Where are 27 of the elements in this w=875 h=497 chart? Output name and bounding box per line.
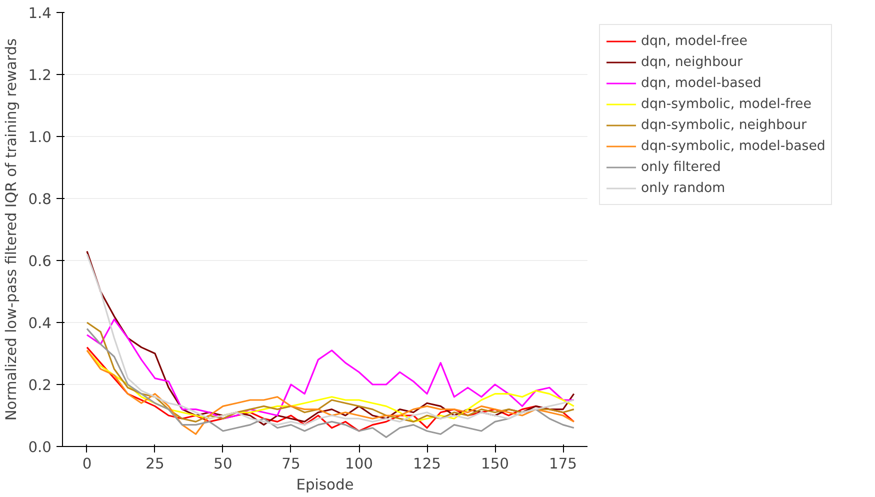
y-tick-label: 0.6 <box>28 253 52 270</box>
legend-label: dqn, model-based <box>641 76 762 90</box>
legend-label: only filtered <box>641 160 721 174</box>
x-tick-label: 150 <box>481 456 510 472</box>
y-tick-label: 0.0 <box>28 439 52 456</box>
y-tick-label: 1.4 <box>28 5 52 22</box>
legend-label: only random <box>641 180 726 196</box>
y-tick-label: 0.4 <box>28 315 52 332</box>
y-tick-label: 1.2 <box>28 67 52 84</box>
x-tick-label: 175 <box>549 456 578 472</box>
line-series <box>86 328 575 438</box>
y-tick-label: 1.0 <box>28 129 52 146</box>
x-axis-title: Episode <box>296 476 354 494</box>
legend-label: dqn-symbolic, neighbour <box>641 118 807 132</box>
y-axis-title: Normalized low-pass filtered IQR of training rewards <box>3 38 20 421</box>
legend-label: dqn-symbolic, model-free <box>641 96 812 112</box>
y-tick-label: 0.8 <box>28 191 52 208</box>
legend-label: dqn-symbolic, model-based <box>641 138 826 154</box>
legend-label: dqn, model-free <box>641 34 748 48</box>
x-tick-label: 25 <box>146 456 164 472</box>
x-tick-label: 100 <box>345 456 373 472</box>
legend-label: dqn, neighbour <box>641 54 743 70</box>
x-tick-label: 0 <box>82 456 92 472</box>
y-tick-label: 0.2 <box>28 377 52 394</box>
x-tick-label: 75 <box>282 456 300 472</box>
x-tick-label: 50 <box>214 456 232 472</box>
x-tick-label: 125 <box>413 456 442 472</box>
